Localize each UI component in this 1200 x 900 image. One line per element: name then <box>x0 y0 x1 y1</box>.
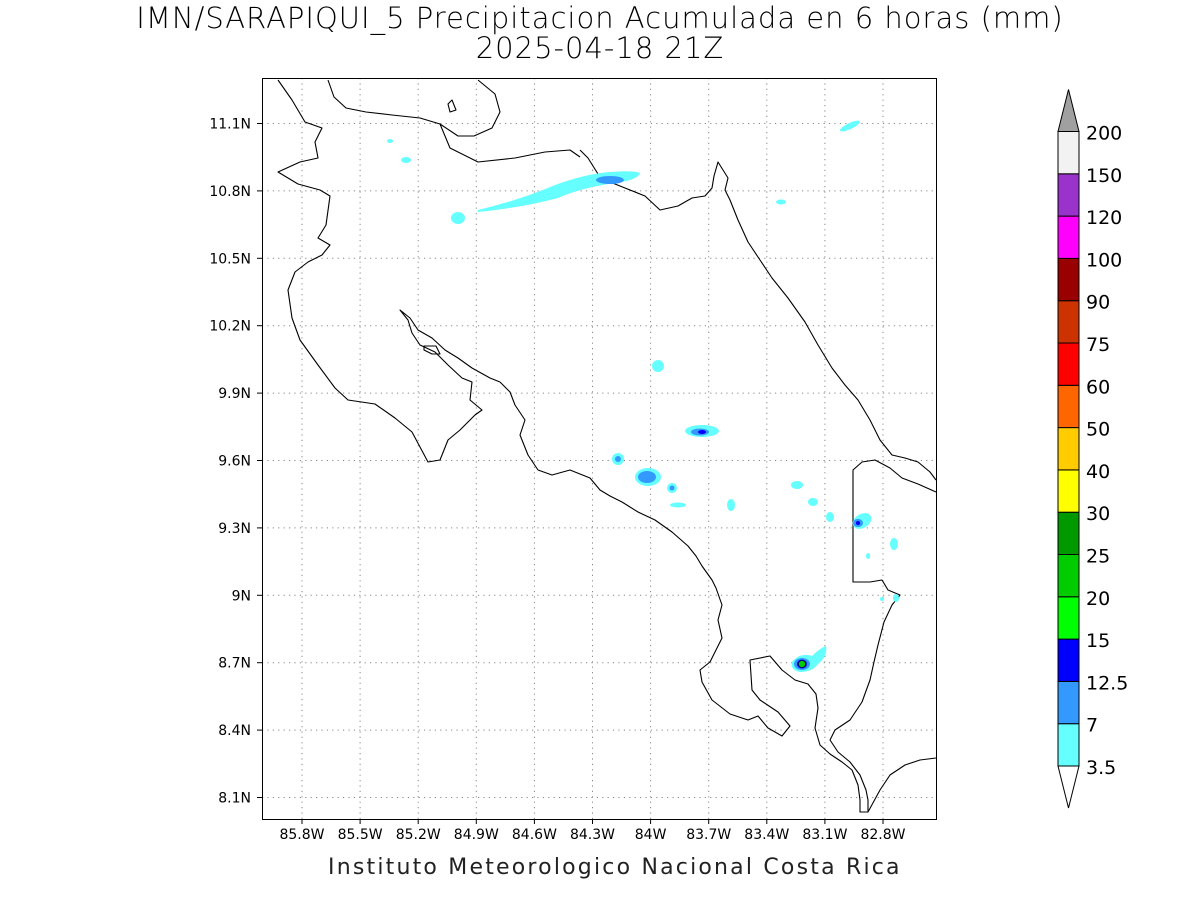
precip-cell <box>890 538 898 550</box>
precip-cell <box>880 597 884 601</box>
precip-cell <box>776 199 786 205</box>
institution-credit: Instituto Meteorologico Nacional Costa R… <box>328 855 902 880</box>
precip-cell <box>856 521 860 525</box>
lat-tick-label: 8.1N <box>218 791 251 807</box>
precip-cell <box>596 176 624 184</box>
panama-pacific-coast <box>867 757 937 813</box>
lat-tick-label: 9N <box>232 588 251 604</box>
map-grid <box>262 78 936 819</box>
colorbar-label: 15 <box>1086 630 1110 652</box>
map-frame <box>262 78 937 820</box>
colorbar-segment <box>1057 427 1080 471</box>
lon-tick-label: 85.5W <box>338 827 383 843</box>
colorbar-segment <box>1057 173 1080 217</box>
colorbar-segment <box>1057 638 1080 682</box>
colorbar-overflow-arrow <box>1057 89 1080 132</box>
lon-tick-label: 82.8W <box>860 827 905 843</box>
colorbar-segment <box>1057 511 1080 556</box>
precip-cell <box>808 498 818 506</box>
precip-cell <box>698 430 706 434</box>
colorbar-segment <box>1057 596 1080 640</box>
colorbar-label: 25 <box>1086 546 1110 568</box>
precipitation-field <box>387 120 899 672</box>
lon-tick-label: 84.6W <box>512 827 557 843</box>
precip-cell <box>401 157 411 163</box>
lon-tick-label: 83.1W <box>802 827 847 843</box>
lat-tick-label: 10.2N <box>209 319 251 335</box>
lake-nicaragua-shore <box>439 79 501 137</box>
precipitation-colorbar: 3.5 7 12.5 15 20 25 30 40 50 60 75 90 100 120 150 200 <box>1057 89 1128 809</box>
lon-tick-label: 84.9W <box>454 827 499 843</box>
colorbar-label: 60 <box>1086 376 1110 398</box>
colorbar-label: 150 <box>1086 165 1122 187</box>
colorbar-segment <box>1057 723 1080 767</box>
precip-cell <box>615 456 621 462</box>
caribbean-coast <box>579 149 937 481</box>
country-outlines <box>277 79 937 813</box>
colorbar-label: 200 <box>1086 123 1122 145</box>
lat-tick-label: 9.9N <box>218 386 251 402</box>
colorbar-label: 40 <box>1086 461 1110 483</box>
lon-tick-label: 84.3W <box>570 827 615 843</box>
colorbar-label: 12.5 <box>1086 672 1128 694</box>
colorbar-underflow-arrow <box>1057 765 1080 809</box>
lat-tick-label: 11.1N <box>209 117 251 133</box>
lon-tick-label: 83.4W <box>744 827 789 843</box>
lake-nicaragua-islet <box>423 345 441 355</box>
precip-cell <box>727 499 735 511</box>
colorbar-label: 100 <box>1086 249 1122 271</box>
colorbar-segment <box>1057 300 1080 344</box>
colorbar-segment <box>1057 257 1080 302</box>
precip-cell <box>839 120 861 132</box>
map-axes: 85.8W 85.5W 85.2W 84.9W 84.6W 84.3W 84W 83.7W 83… <box>209 117 905 844</box>
nicaragua-north-shore <box>327 79 581 163</box>
lat-tick-label: 9.3N <box>218 521 251 537</box>
lon-tick-label: 85.2W <box>396 827 441 843</box>
precip-cell <box>670 502 686 508</box>
colorbar-segment <box>1057 342 1080 386</box>
costa-rica-pacific-coast <box>499 381 937 813</box>
colorbar-segment <box>1057 680 1080 725</box>
precip-cell <box>798 660 806 668</box>
map-subtitle-datetime: 2025-04-18 21Z <box>475 31 725 65</box>
colorbar-label: 7 <box>1086 715 1098 737</box>
colorbar-segment <box>1057 384 1080 429</box>
precip-cell <box>652 360 664 372</box>
colorbar-label: 3.5 <box>1086 757 1116 779</box>
lon-tick-label: 84W <box>635 827 667 843</box>
colorbar-label: 50 <box>1086 419 1110 441</box>
colorbar-label: 20 <box>1086 588 1110 610</box>
lat-tick-label: 10.8N <box>209 184 251 200</box>
lon-tick-label: 85.8W <box>279 827 324 843</box>
lat-tick-label: 8.4N <box>218 723 251 739</box>
colorbar-segment <box>1057 554 1080 598</box>
precip-cell <box>387 139 393 143</box>
lat-tick-label: 9.6N <box>218 454 251 470</box>
colorbar-segment <box>1057 469 1080 513</box>
nicaragua-border <box>277 79 501 463</box>
precip-cell <box>893 594 899 602</box>
precip-cell <box>451 212 465 224</box>
lon-tick-label: 83.7W <box>686 827 731 843</box>
colorbar-label: 90 <box>1086 292 1110 314</box>
precip-cell <box>638 471 656 483</box>
precip-cell <box>791 481 803 489</box>
colorbar-label: 75 <box>1086 334 1110 356</box>
precip-cell <box>866 553 870 559</box>
lat-tick-label: 10.5N <box>209 251 251 267</box>
precip-cell <box>669 485 675 491</box>
colorbar-label: 120 <box>1086 207 1122 229</box>
precip-cell <box>826 512 834 522</box>
colorbar-segment <box>1057 215 1080 259</box>
lat-tick-label: 8.7N <box>218 656 251 672</box>
colorbar-label: 30 <box>1086 503 1110 525</box>
map-title: IMN/SARAPIQUI_5 Precipitacion Acumulada … <box>136 1 1064 35</box>
colorbar-segment <box>1057 131 1080 175</box>
island-ometepe <box>447 99 457 113</box>
